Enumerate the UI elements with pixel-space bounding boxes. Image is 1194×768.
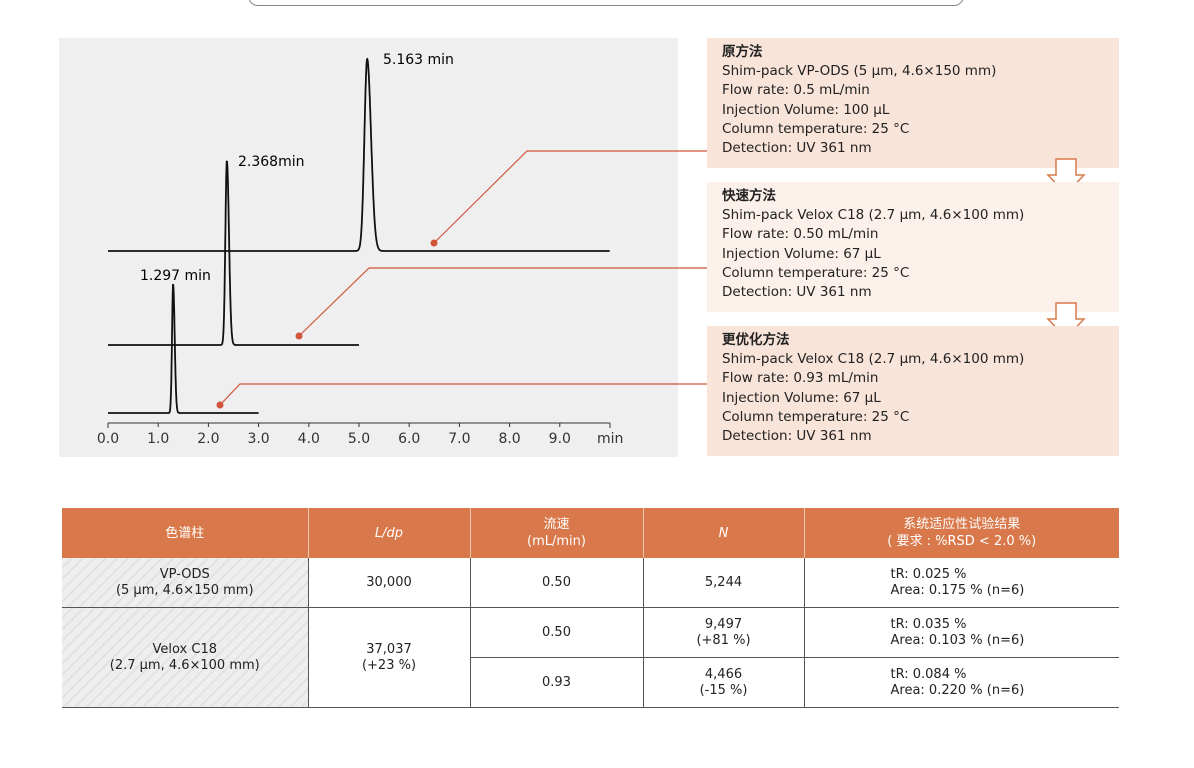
ldp-change: (+23 %) — [361, 657, 417, 673]
x-axis-unit: min — [597, 431, 623, 447]
x-tick-label: 4.0 — [298, 431, 320, 447]
cell-column: Velox C18 (2.7 µm, 4.6×100 mm) — [62, 607, 309, 708]
header-n: N — [643, 508, 805, 558]
cell-flow: 0.50 — [470, 558, 644, 608]
cell-result: tR: 0.084 % Area: 0.220 % (n=6) — [804, 657, 1119, 708]
n-change: (-15 %) — [699, 682, 748, 698]
result-tr: tR: 0.084 % — [890, 666, 967, 682]
n-value: 9,497 — [704, 616, 743, 632]
connector-line — [219, 383, 707, 406]
header-result-req: ( 要求 : %RSD < 2.0 %) — [887, 534, 1037, 549]
results-table: 色谱柱 L/dp 流速 (mL/min) N 系统适应性试验结果 ( 要求 : %R… — [62, 508, 1119, 708]
method-title: 更优化方法 — [722, 332, 790, 348]
cell-result: tR: 0.025 % Area: 0.175 % (n=6) — [804, 558, 1119, 608]
method-title: 原方法 — [722, 44, 763, 60]
method-line: Column temperature: 25 °C — [722, 408, 910, 425]
method-panel-original: 原方法 Shim-pack VP-ODS (5 µm, 4.6×150 mm) … — [707, 38, 1119, 168]
cell-flow: 0.93 — [470, 657, 644, 708]
method-line: Injection Volume: 67 µL — [722, 245, 881, 262]
header-flow: 流速 (mL/min) — [470, 508, 644, 558]
chromatogram-trace — [108, 57, 610, 252]
result-tr: tR: 0.035 % — [890, 616, 967, 632]
n-change: (+81 %) — [696, 632, 751, 648]
method-title: 快速方法 — [722, 188, 776, 204]
cell-result: tR: 0.035 % Area: 0.103 % (n=6) — [804, 607, 1119, 658]
result-area: Area: 0.220 % (n=6) — [890, 682, 1025, 698]
cell-flow: 0.50 — [470, 607, 644, 658]
table-row: Velox C18 (2.7 µm, 4.6×100 mm) 37,037 (+23… — [62, 607, 1119, 708]
header-flow-label: 流速 — [543, 517, 570, 532]
header-result-label: 系统适应性试验结果 — [903, 517, 1021, 532]
connector-dot — [216, 401, 224, 409]
method-line: Detection: UV 361 nm — [722, 140, 872, 157]
column-name: Velox C18 — [152, 641, 218, 657]
x-tick-label: 0.0 — [97, 431, 119, 447]
method-line: Shim-pack Velox C18 (2.7 µm, 4.6×100 mm) — [722, 351, 1025, 368]
header-column: 色谱柱 — [62, 508, 309, 558]
x-tick-label: 5.0 — [348, 431, 370, 447]
result-area: Area: 0.175 % (n=6) — [890, 582, 1025, 598]
method-line: Detection: UV 361 nm — [722, 284, 872, 301]
chromatogram-background — [59, 38, 678, 457]
peak-label: 2.368min — [238, 154, 304, 170]
n-value: 4,466 — [704, 666, 743, 682]
x-tick-label: 7.0 — [448, 431, 470, 447]
header-result: 系统适应性试验结果 ( 要求 : %RSD < 2.0 %) — [804, 508, 1119, 558]
chromatogram: 0.0 1.0 2.0 3.0 4.0 5.0 6.0 7.0 8.0 9.0 5.163 min… — [97, 52, 707, 447]
x-axis: 0.0 1.0 2.0 3.0 4.0 5.0 6.0 7.0 8.0 9.0 — [97, 422, 611, 447]
method-line: Injection Volume: 100 µL — [722, 101, 890, 118]
method-line: Flow rate: 0.50 mL/min — [722, 226, 879, 243]
header-ldp: L/dp — [308, 508, 471, 558]
ldp-value: 37,037 — [366, 641, 412, 657]
method-line: Column temperature: 25 °C — [722, 120, 910, 137]
method-line: Column temperature: 25 °C — [722, 264, 910, 281]
cell-ldp: 30,000 — [308, 558, 471, 608]
chromatogram-trace — [108, 283, 259, 414]
result-tr: tR: 0.025 % — [890, 566, 967, 582]
method-line: Detection: UV 361 nm — [722, 428, 872, 445]
method-line: Flow rate: 0.93 mL/min — [722, 370, 879, 387]
connector-line — [433, 150, 707, 244]
chromatogram-trace — [108, 160, 359, 346]
table-header: 色谱柱 L/dp 流速 (mL/min) N 系统适应性试验结果 ( 要求 : %R… — [62, 508, 1119, 558]
x-tick-label: 9.0 — [549, 431, 571, 447]
cell-column: VP-ODS (5 µm, 4.6×150 mm) — [62, 558, 309, 608]
column-name: VP-ODS — [159, 566, 210, 582]
connector-line — [298, 267, 707, 337]
x-tick-label: 2.0 — [197, 431, 219, 447]
column-spec: (5 µm, 4.6×150 mm) — [115, 582, 254, 598]
cell-n: 4,466 (-15 %) — [643, 657, 805, 708]
table-row: 0.93 4,466 (-15 %) tR: 0.084 % Area: 0.220… — [62, 657, 1119, 708]
x-tick-label: 3.0 — [247, 431, 269, 447]
column-spec: (2.7 µm, 4.6×100 mm) — [109, 657, 260, 673]
result-area: Area: 0.103 % (n=6) — [890, 632, 1025, 648]
x-tick-label: 1.0 — [147, 431, 169, 447]
cell-ldp: 37,037 (+23 %) — [308, 607, 471, 708]
method-line: Injection Volume: 67 µL — [722, 389, 881, 406]
table-row: VP-ODS (5 µm, 4.6×150 mm) 30,000 0.50 5,2… — [62, 558, 1119, 608]
method-line: Flow rate: 0.5 mL/min — [722, 82, 870, 99]
method-panel-optimized: 更优化方法 Shim-pack Velox C18 (2.7 µm, 4.6×1… — [707, 326, 1119, 456]
peak-label: 5.163 min — [383, 52, 454, 68]
peak-label: 1.297 min — [140, 268, 211, 284]
cell-n: 5,244 — [643, 558, 805, 608]
connector-dot — [295, 332, 303, 340]
x-tick-label: 8.0 — [498, 431, 520, 447]
header-flow-unit: (mL/min) — [527, 534, 586, 549]
x-tick-label: 6.0 — [398, 431, 420, 447]
method-panel-fast: 快速方法 Shim-pack Velox C18 (2.7 µm, 4.6×10… — [707, 182, 1119, 312]
method-line: Shim-pack Velox C18 (2.7 µm, 4.6×100 mm) — [722, 207, 1025, 224]
connector-dot — [430, 239, 438, 247]
method-line: Shim-pack VP-ODS (5 µm, 4.6×150 mm) — [722, 63, 997, 80]
cell-n: 9,497 (+81 %) — [643, 607, 805, 658]
